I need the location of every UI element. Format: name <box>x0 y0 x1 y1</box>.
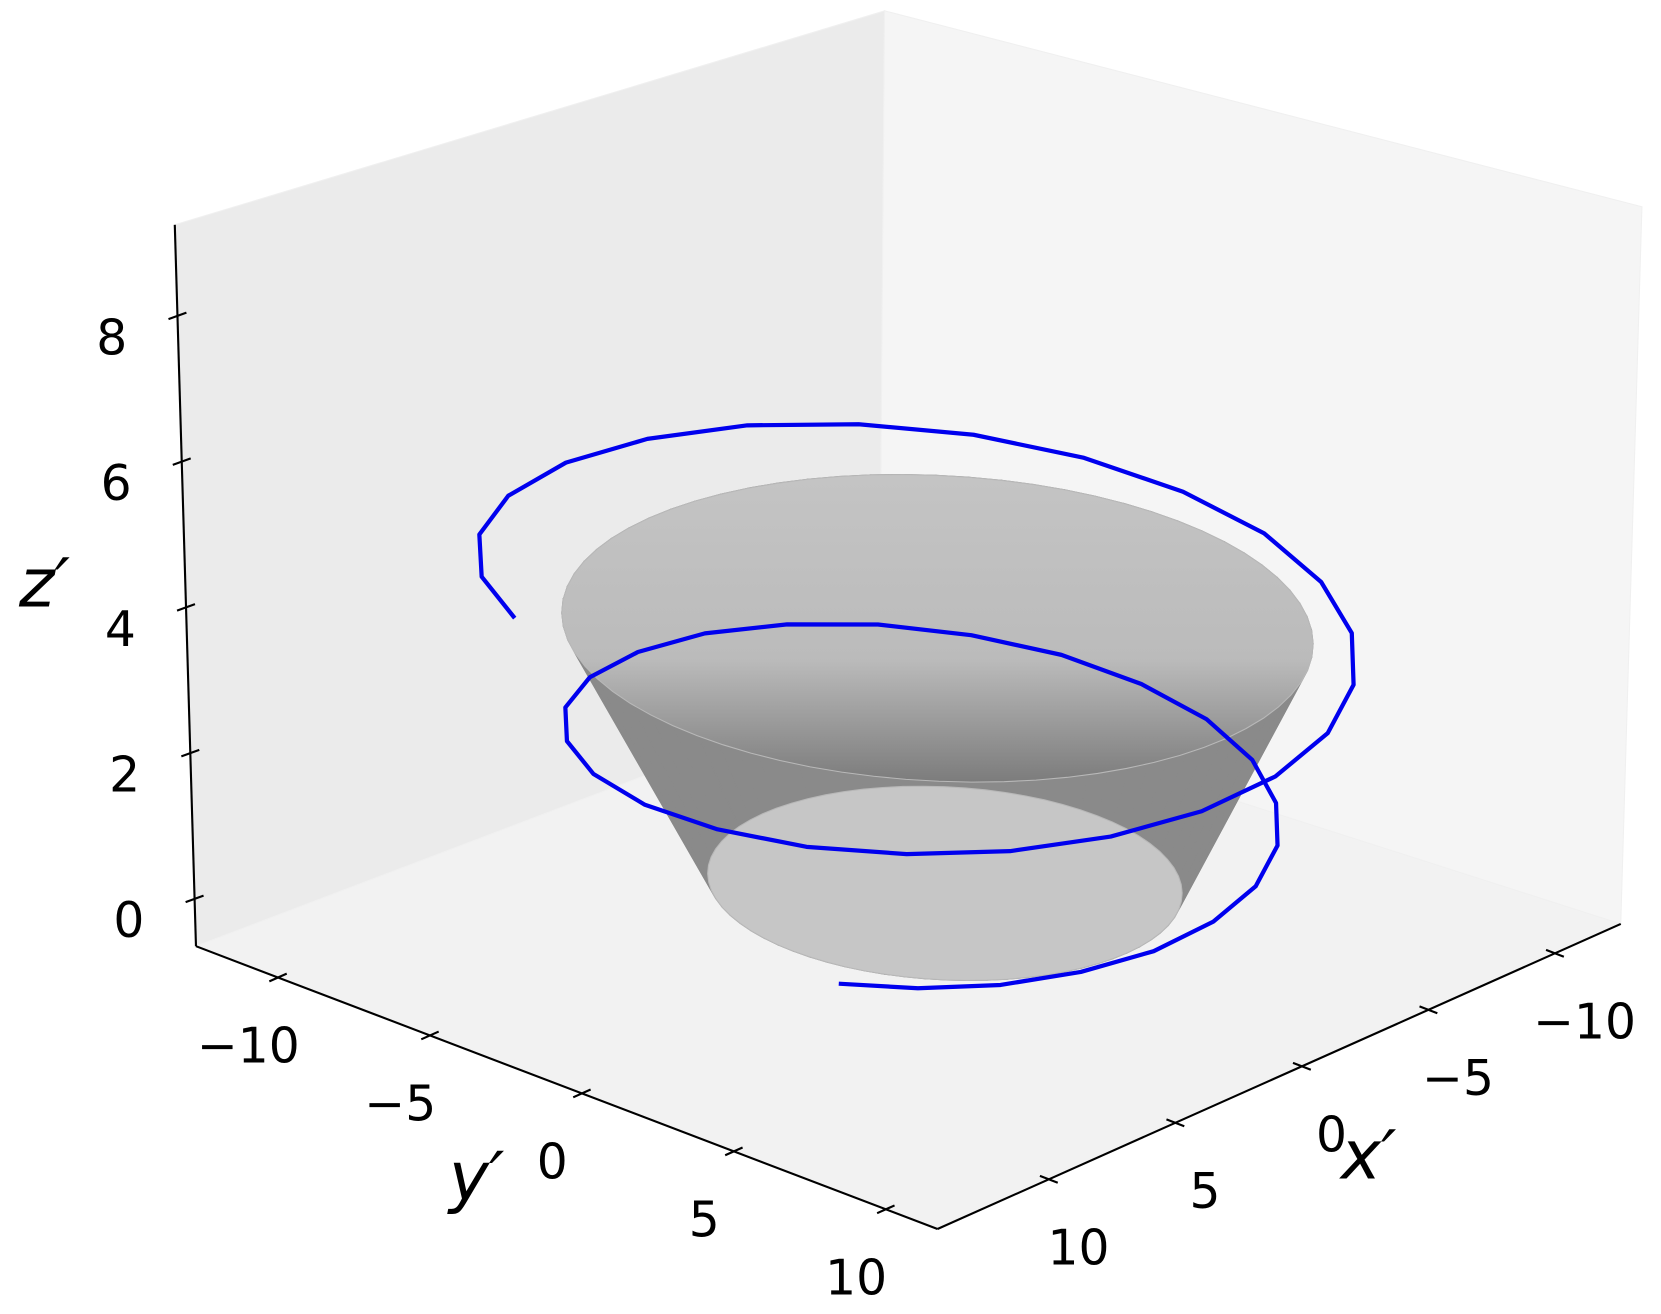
tick-mark <box>572 1088 592 1099</box>
x-axis-label: x′ <box>1339 1116 1397 1195</box>
tick-mark <box>176 603 196 612</box>
tick-label: 0 <box>537 1134 568 1190</box>
tick-label: 4 <box>105 602 136 658</box>
y-axis-line <box>195 945 938 1231</box>
cone-bottom <box>707 785 1183 981</box>
z-axis-label: z′ <box>18 544 70 623</box>
cone-top <box>561 473 1314 783</box>
tick-label: −10 <box>197 1019 300 1075</box>
tick-mark <box>168 311 187 321</box>
tick-mark <box>420 1030 440 1041</box>
tick-label: 5 <box>1190 1164 1221 1220</box>
tick-label: 0 <box>113 893 144 949</box>
tick-mark <box>1292 1061 1312 1071</box>
tick-mark <box>1545 948 1565 958</box>
tick-label: 2 <box>109 748 140 804</box>
tick-mark <box>876 1204 895 1215</box>
tick-label: −5 <box>1422 1051 1494 1107</box>
z-axis-line <box>173 224 198 947</box>
tick-mark <box>1166 1118 1185 1128</box>
tick-mark <box>180 748 200 758</box>
tick-label: −10 <box>1533 994 1636 1050</box>
x-axis-line <box>937 922 1622 1230</box>
y-axis-label: y′ <box>447 1137 505 1216</box>
tick-label: −5 <box>364 1076 436 1132</box>
tick-label: 0 <box>1316 1107 1347 1163</box>
tick-label: 10 <box>825 1250 887 1306</box>
tick-label: 6 <box>101 456 132 512</box>
tick-label: 5 <box>689 1192 720 1248</box>
tick-label: 10 <box>1047 1220 1109 1276</box>
plot-area <box>168 311 1565 1215</box>
tick-mark <box>172 457 192 466</box>
tick-label: 8 <box>96 310 127 366</box>
helix-line <box>477 422 1356 991</box>
tick-mark <box>724 1146 744 1157</box>
tick-mark <box>1419 1005 1438 1015</box>
tick-mark <box>1039 1174 1059 1184</box>
tick-mark <box>268 972 288 983</box>
tick-mark <box>185 894 204 904</box>
